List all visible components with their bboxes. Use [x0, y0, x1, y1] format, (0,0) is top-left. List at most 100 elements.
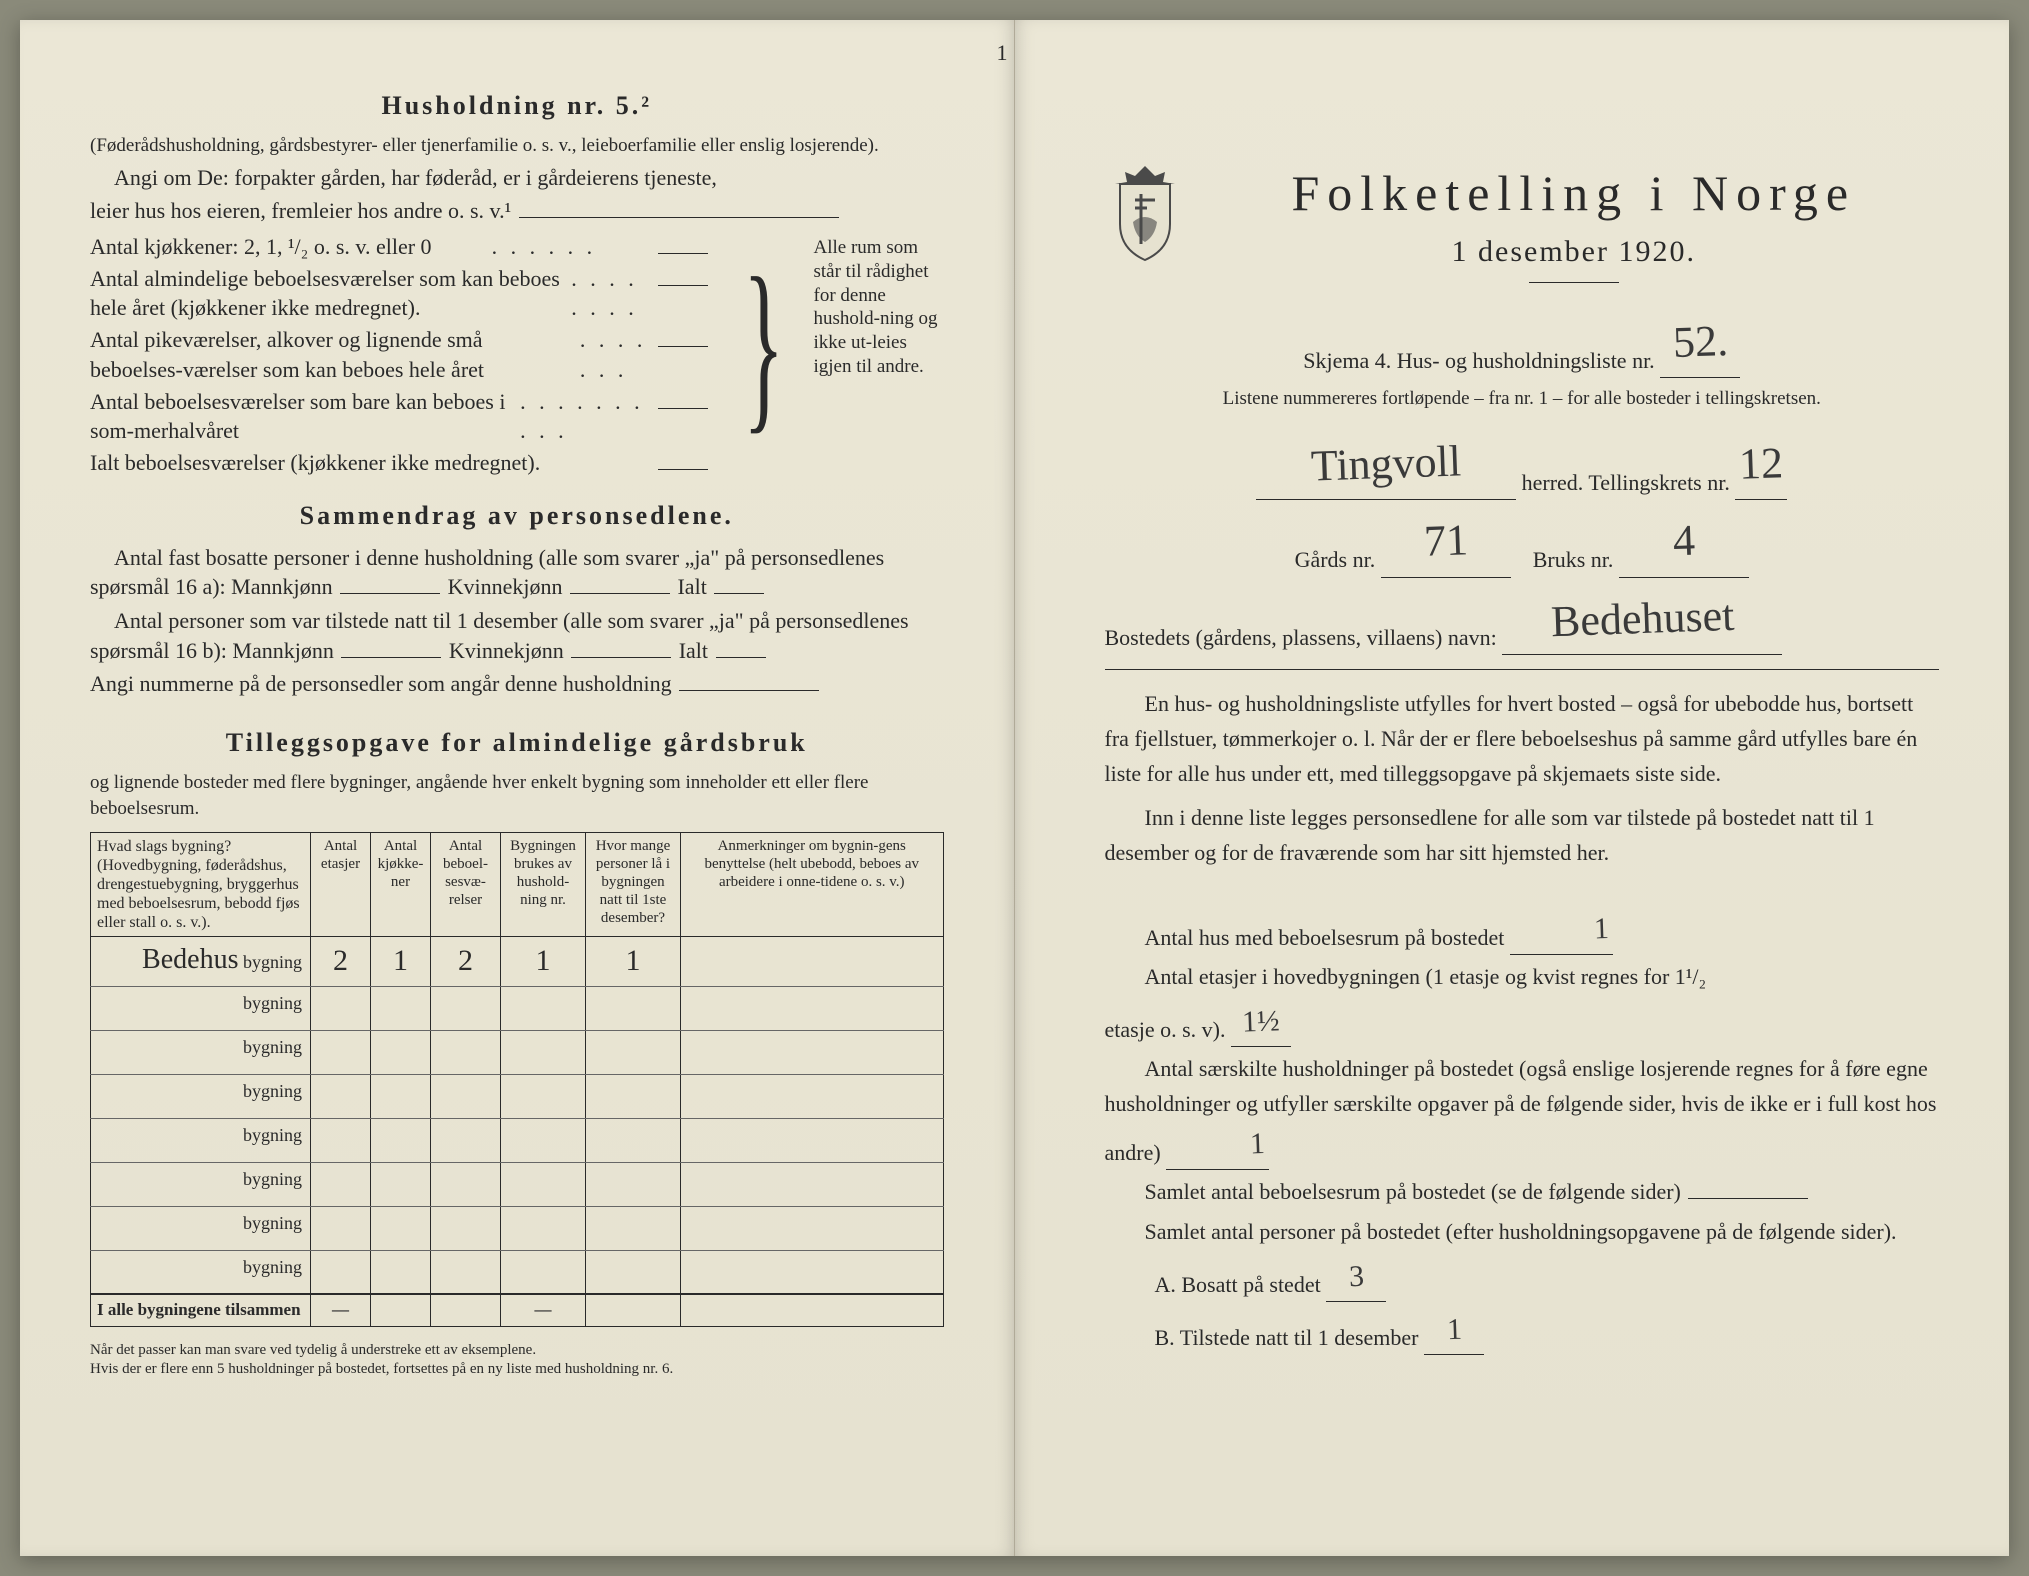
samlet-beboelse-label: Samlet antal beboelsesrum på bostedet (s… [1145, 1179, 1681, 1204]
bostedets-line: Bostedets (gårdens, plassens, villaens) … [1105, 584, 1940, 655]
row-cell [431, 1030, 501, 1074]
right-body: Skjema 4. Hus- og husholdningsliste nr. … [1105, 307, 1940, 1355]
row-cell [681, 986, 944, 1030]
row-cell [371, 1074, 431, 1118]
bostedets-hw: Bedehuset [1549, 580, 1735, 657]
row-cell [431, 1250, 501, 1294]
row-cell [586, 1250, 681, 1294]
th-col1: Hvad slags bygning? (Hovedbygning, føder… [91, 832, 311, 937]
sammendrag-title: Sammendrag av personsedlene. [90, 498, 944, 533]
brace-block: Antal kjøkkener: 2, 1, ¹/₂ o. s. v. elle… [90, 232, 944, 480]
row-cell: 2 [431, 937, 501, 987]
angi-line-2-text: leier hus hos eieren, fremleier hos andr… [90, 198, 511, 223]
th-col7: Anmerkninger om bygnin-gens benyttelse (… [681, 832, 944, 937]
row-desc-hw: Bedehus [142, 944, 238, 975]
table-row: bygning [91, 1206, 944, 1250]
husholdning-title: Husholdning nr. 5.² [90, 88, 944, 123]
brace-row-4: Ialt beboelsesværelser (kjøkkener ikke m… [90, 448, 540, 478]
blank-line [679, 669, 819, 691]
brace-side-text: Alle rum som står til rådighet for denne… [814, 232, 944, 480]
brace-row-0: Antal kjøkkener: 2, 1, ¹/₂ o. s. v. elle… [90, 232, 432, 262]
row-cell [431, 1162, 501, 1206]
table-sum-row: I alle bygningene tilsammen — — [91, 1294, 944, 1326]
row-cell: 1 [371, 937, 431, 987]
husholdning-subtitle: (Føderådshusholdning, gårdsbestyrer- ell… [90, 133, 944, 159]
row-desc-cell: bygning [91, 1074, 311, 1118]
title-block: Folketelling i Norge 1 desember 1920. [1209, 160, 1940, 301]
th-col2: Antal etasjer [311, 832, 371, 937]
document-spread: 1 Husholdning nr. 5.² (Føderådshusholdni… [20, 20, 2009, 1556]
row-cell [586, 1030, 681, 1074]
row-cell [586, 1074, 681, 1118]
blank-line [658, 325, 708, 347]
antal-etasjer-hw: 1½ [1241, 997, 1280, 1046]
sum-cell [681, 1294, 944, 1326]
row-cell [501, 1030, 586, 1074]
angi-line-2: leier hus hos eieren, fremleier hos andr… [90, 196, 944, 226]
row-cell [371, 1250, 431, 1294]
row-cell [311, 1162, 371, 1206]
brace-row-1: Antal almindelige beboelsesværelser som … [90, 264, 571, 323]
row-cell [501, 1118, 586, 1162]
row-bygning-label: bygning [243, 1169, 302, 1189]
dots: . . . . . . . . [571, 264, 656, 323]
th-col5: Bygningen brukes av hushold-ning nr. [501, 832, 586, 937]
antal-etasjer-label-b: etasje o. s. v). [1105, 1017, 1226, 1042]
row-desc-cell: bygning [91, 1118, 311, 1162]
row-cell: 2 [311, 937, 371, 987]
row-desc-cell: bygning [91, 1162, 311, 1206]
gaards-hw: 71 [1423, 505, 1469, 577]
main-title: Folketelling i Norge [1209, 160, 1940, 228]
row-cell [311, 1030, 371, 1074]
row-cell [311, 1250, 371, 1294]
sum-label: I alle bygningene tilsammen [91, 1294, 311, 1326]
blank-line [1688, 1177, 1808, 1199]
tilleggs-title: Tilleggsopgave for almindelige gårdsbruk [90, 725, 944, 760]
sum-dash: — [501, 1294, 586, 1326]
brace-left-items: Antal kjøkkener: 2, 1, ¹/₂ o. s. v. elle… [90, 232, 710, 480]
row-cell [501, 1250, 586, 1294]
b-hw: 1 [1446, 1306, 1463, 1354]
row-cell [371, 1030, 431, 1074]
row-cell [371, 986, 431, 1030]
skjema-line: Skjema 4. Hus- og husholdningsliste nr. … [1105, 307, 1940, 378]
blank-line [714, 572, 764, 594]
blank-line [658, 387, 708, 409]
herred-hw: Tingvoll [1310, 426, 1462, 502]
sum-cell [586, 1294, 681, 1326]
row-bygning-label: bygning [243, 952, 302, 972]
bruks-hw: 4 [1672, 506, 1696, 577]
table-row: Bedehus bygning21211 [91, 937, 944, 987]
dots: . . . . . . . [580, 325, 656, 384]
row-cell [371, 1206, 431, 1250]
row-bygning-label: bygning [243, 993, 302, 1013]
row-bygning-label: bygning [243, 1037, 302, 1057]
a-hw: 3 [1348, 1253, 1365, 1301]
sum-dash: — [311, 1294, 371, 1326]
left-page: 1 Husholdning nr. 5.² (Føderådshusholdni… [20, 20, 1015, 1556]
row-desc-cell: Bedehus bygning [91, 937, 311, 987]
ialt-label-2: Ialt [679, 638, 708, 663]
a-line: A. Bosatt på stedet 3 [1155, 1253, 1940, 1302]
row-cell [586, 1118, 681, 1162]
row-cell [681, 1074, 944, 1118]
blank-line [519, 196, 839, 218]
table-row: bygning [91, 986, 944, 1030]
footnote-block: Når det passer kan man svare ved tydelig… [90, 1341, 944, 1379]
instr-p2: Inn i denne liste legges personsedlene f… [1105, 800, 1940, 870]
bostedets-label: Bostedets (gårdens, plassens, villaens) … [1105, 625, 1497, 650]
crest-icon [1105, 164, 1185, 264]
row-cell [681, 1250, 944, 1294]
row-cell [586, 986, 681, 1030]
corner-mark: 1 [997, 38, 1008, 68]
row-bygning-label: bygning [243, 1257, 302, 1277]
angi-line-1: Angi om De: forpakter gården, har føderå… [90, 163, 944, 193]
row-cell [501, 1074, 586, 1118]
sum-cell [371, 1294, 431, 1326]
kvinnekjonn-label: Kvinnekjønn [448, 574, 563, 599]
footnote-2: Hvis der er flere enn 5 husholdninger på… [90, 1360, 944, 1379]
dots: . . . . . . [492, 232, 597, 262]
row-bygning-label: bygning [243, 1125, 302, 1145]
row-cell [431, 1118, 501, 1162]
row-cell [681, 1206, 944, 1250]
